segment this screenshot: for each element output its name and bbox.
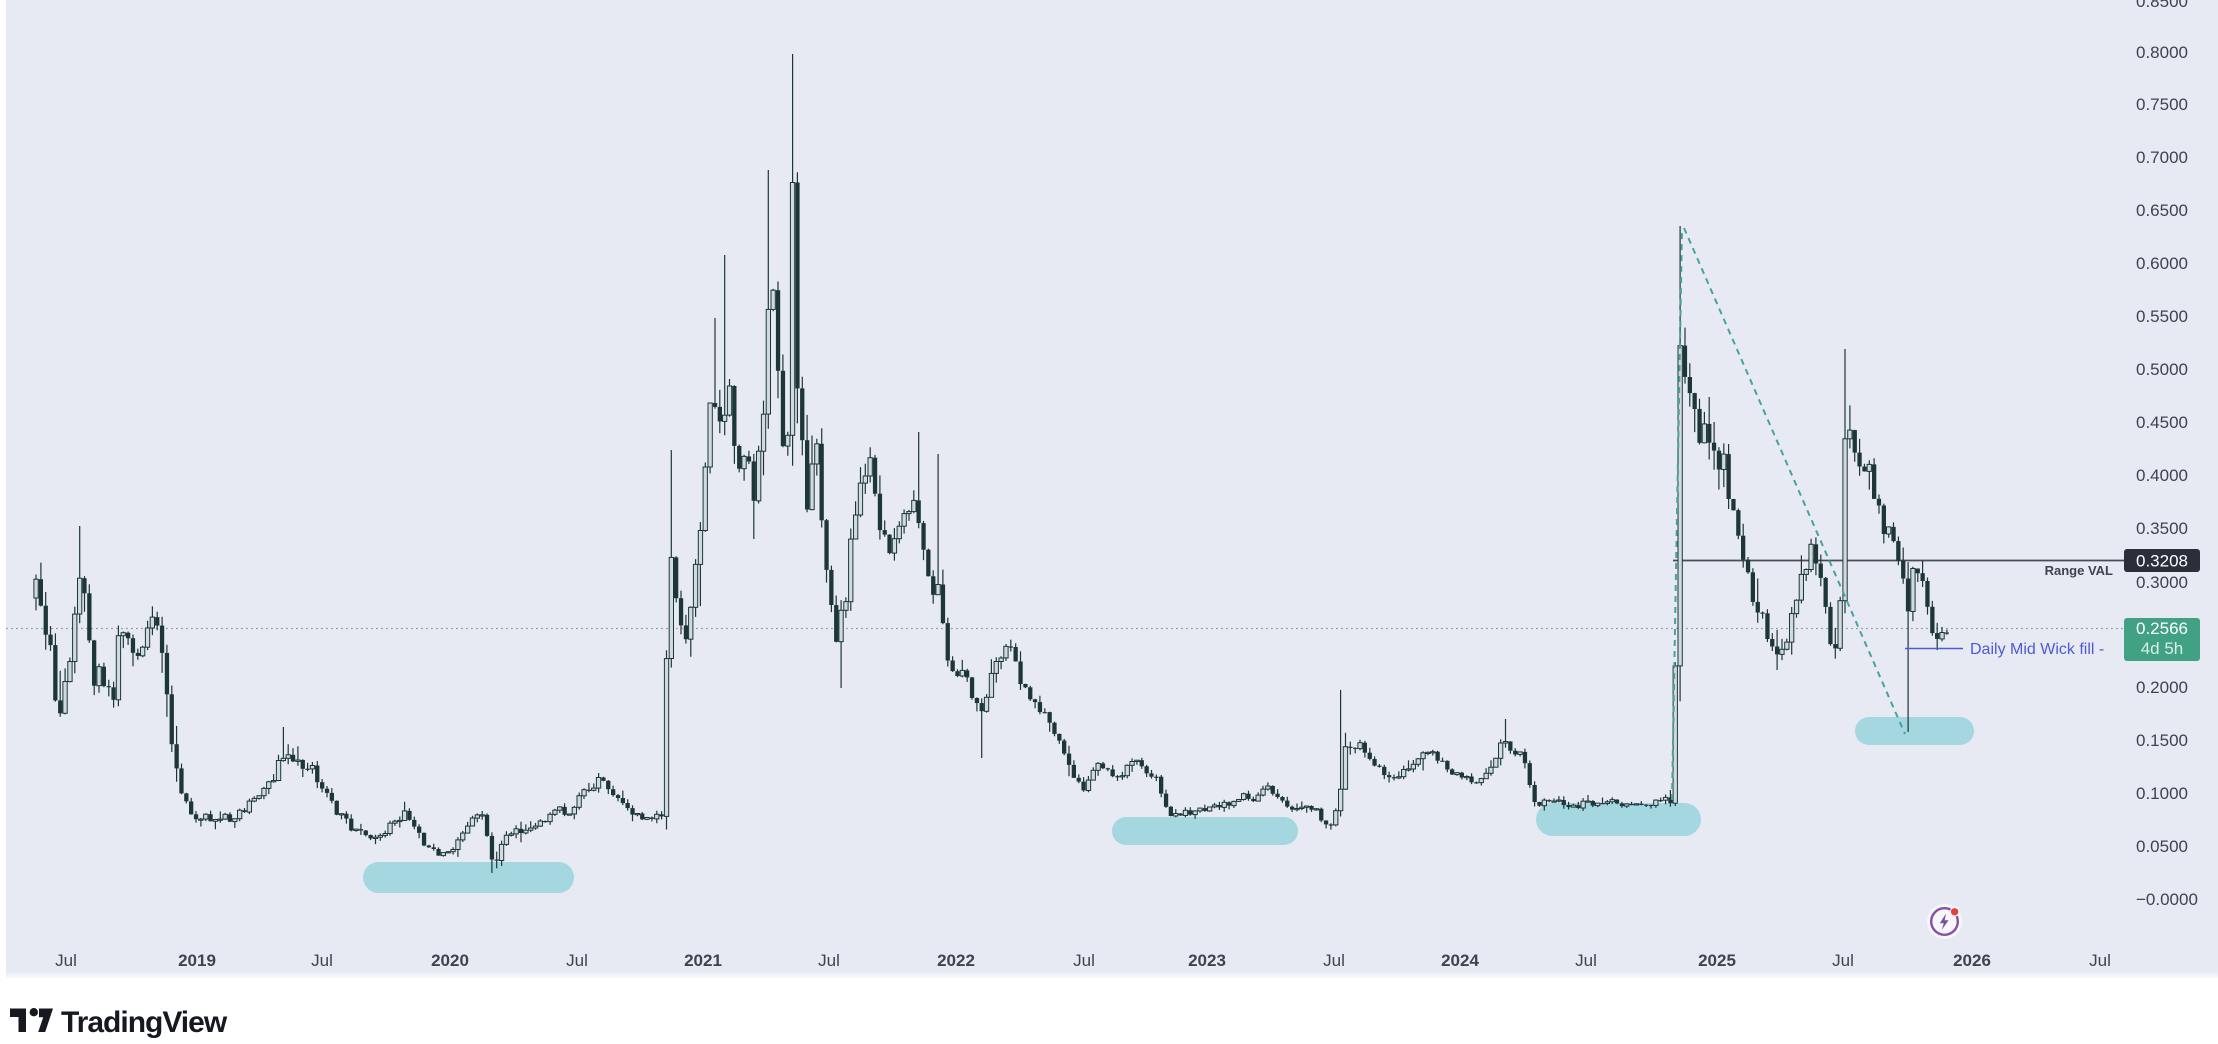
svg-text:0.5500: 0.5500 [2136, 307, 2188, 326]
svg-text:2020: 2020 [431, 951, 469, 970]
svg-text:2026: 2026 [1953, 951, 1991, 970]
svg-text:0.1000: 0.1000 [2136, 784, 2188, 803]
svg-text:Jul: Jul [55, 951, 77, 970]
svg-text:Jul: Jul [1323, 951, 1345, 970]
svg-text:0.0500: 0.0500 [2136, 837, 2188, 856]
svg-text:0.6000: 0.6000 [2136, 254, 2188, 273]
svg-text:Jul: Jul [1832, 951, 1854, 970]
svg-text:0.7500: 0.7500 [2136, 95, 2188, 114]
svg-text:Range VAL: Range VAL [2045, 563, 2113, 578]
svg-text:2021: 2021 [684, 951, 722, 970]
svg-text:2019: 2019 [178, 951, 216, 970]
svg-text:4d 5h: 4d 5h [2141, 639, 2184, 658]
svg-text:Daily Mid Wick fill -: Daily Mid Wick fill - [1970, 641, 2104, 658]
svg-text:0.3000: 0.3000 [2136, 573, 2188, 592]
svg-text:0.3500: 0.3500 [2136, 519, 2188, 538]
svg-text:2024: 2024 [1441, 951, 1479, 970]
svg-text:0.4000: 0.4000 [2136, 466, 2188, 485]
svg-text:0.2000: 0.2000 [2136, 678, 2188, 697]
svg-text:Jul: Jul [1575, 951, 1597, 970]
svg-text:Jul: Jul [566, 951, 588, 970]
svg-text:0.4500: 0.4500 [2136, 413, 2188, 432]
svg-text:0.6500: 0.6500 [2136, 201, 2188, 220]
svg-text:Jul: Jul [818, 951, 840, 970]
svg-text:Jul: Jul [1073, 951, 1095, 970]
svg-text:0.1500: 0.1500 [2136, 731, 2188, 750]
svg-text:0.8500: 0.8500 [2136, 0, 2188, 11]
svg-text:2022: 2022 [937, 951, 975, 970]
svg-text:0.2566: 0.2566 [2136, 619, 2188, 638]
svg-text:0.8000: 0.8000 [2136, 43, 2188, 62]
svg-text:−0.0000: −0.0000 [2136, 890, 2198, 909]
svg-text:TradingView: TradingView [61, 1006, 228, 1039]
svg-text:2023: 2023 [1188, 951, 1226, 970]
svg-text:0.3208: 0.3208 [2136, 552, 2188, 571]
svg-text:0.7000: 0.7000 [2136, 148, 2188, 167]
svg-text:2025: 2025 [1698, 951, 1736, 970]
svg-text:Jul: Jul [2089, 951, 2111, 970]
svg-text:Jul: Jul [311, 951, 333, 970]
svg-text:0.5000: 0.5000 [2136, 360, 2188, 379]
